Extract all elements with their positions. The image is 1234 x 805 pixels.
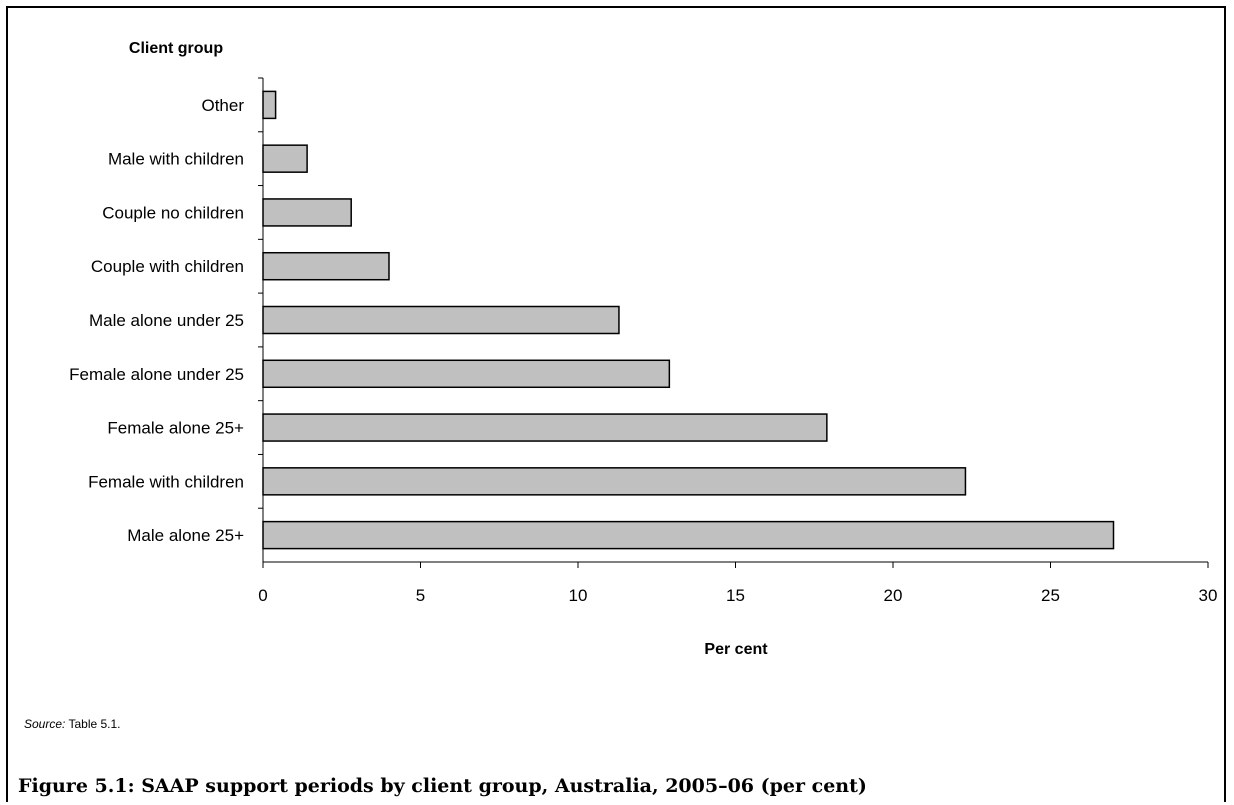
figure-caption: Figure 5.1: SAAP support periods by clie… (18, 775, 867, 797)
category-label: Female alone under 25 (69, 365, 244, 384)
bar (262, 467, 967, 496)
category-label: Couple with children (91, 257, 244, 276)
x-tick-label: 5 (416, 586, 425, 605)
x-tick-label: 20 (884, 586, 903, 605)
bar (262, 413, 828, 442)
bar (262, 144, 308, 173)
bars-layer (262, 90, 1115, 550)
category-label: Couple no children (102, 203, 244, 222)
y-axis-title: Client group (129, 40, 223, 57)
category-labels: Other Male with children Couple no childre… (69, 77, 263, 545)
bar (262, 359, 671, 389)
bar (262, 251, 390, 281)
figure-frame (6, 6, 1226, 802)
category-label: Male with children (108, 150, 244, 169)
category-label: Female alone 25+ (107, 419, 244, 438)
category-label: Male alone under 25 (89, 311, 244, 330)
source-note: Source: Table 5.1. (24, 717, 121, 731)
category-label: Other (201, 96, 244, 115)
source-text: Table 5.1. (65, 717, 121, 731)
x-tick-label: 10 (569, 586, 588, 605)
x-tick-label: 0 (258, 586, 267, 605)
bar-chart: Other Male with children Couple no childre… (69, 40, 1217, 658)
x-tick-label: 15 (726, 586, 745, 605)
bar (262, 198, 352, 227)
x-axis-title: Per cent (704, 641, 768, 658)
category-label: Male alone 25+ (127, 526, 244, 545)
bar (262, 305, 620, 335)
bar (262, 520, 1115, 550)
source-label: Source: (24, 717, 66, 731)
x-tick-label: 25 (1041, 586, 1060, 605)
bar (262, 90, 277, 120)
x-tick-label: 30 (1199, 586, 1218, 605)
x-ticks: 0 5 10 15 20 25 30 (258, 562, 1217, 605)
category-label: Female with children (88, 472, 244, 491)
